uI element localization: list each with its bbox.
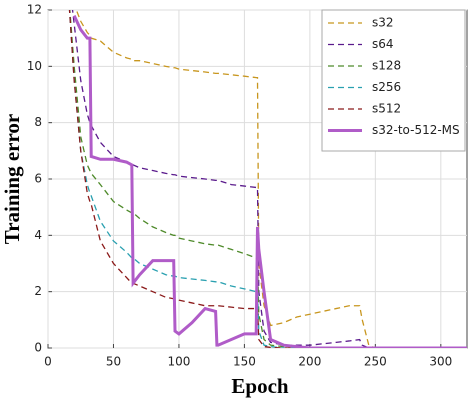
series-line [68,10,467,348]
legend-label: s32-to-512-MS [372,123,460,137]
x-tick-label: 300 [429,355,452,369]
y-tick-label: 2 [34,284,42,298]
legend-label: s256 [372,80,401,94]
y-tick-label: 8 [34,115,42,129]
series-line [71,10,467,348]
x-tick-label: 0 [44,355,52,369]
x-tick-label: 100 [167,355,190,369]
x-tick-label: 50 [106,355,121,369]
legend-label: s512 [372,102,401,116]
series-line [72,15,467,348]
y-tick-label: 10 [27,59,42,73]
y-axis-label: Training error [0,114,24,244]
series-line [75,10,467,348]
legend-label: s128 [372,59,401,73]
y-tick-label: 0 [34,341,42,355]
legend-box [321,9,466,152]
y-tick-label: 12 [27,3,42,17]
x-tick-label: 200 [298,355,321,369]
x-tick-label: 150 [233,355,256,369]
legend-label: s32 [372,16,394,30]
legend-label: s64 [372,37,394,51]
plot-area [68,10,467,348]
y-tick-label: 4 [34,228,42,242]
x-tick-label: 250 [364,355,387,369]
y-tick-label: 6 [34,172,42,186]
series-line [68,10,467,348]
x-axis-label: Epoch [231,374,289,398]
